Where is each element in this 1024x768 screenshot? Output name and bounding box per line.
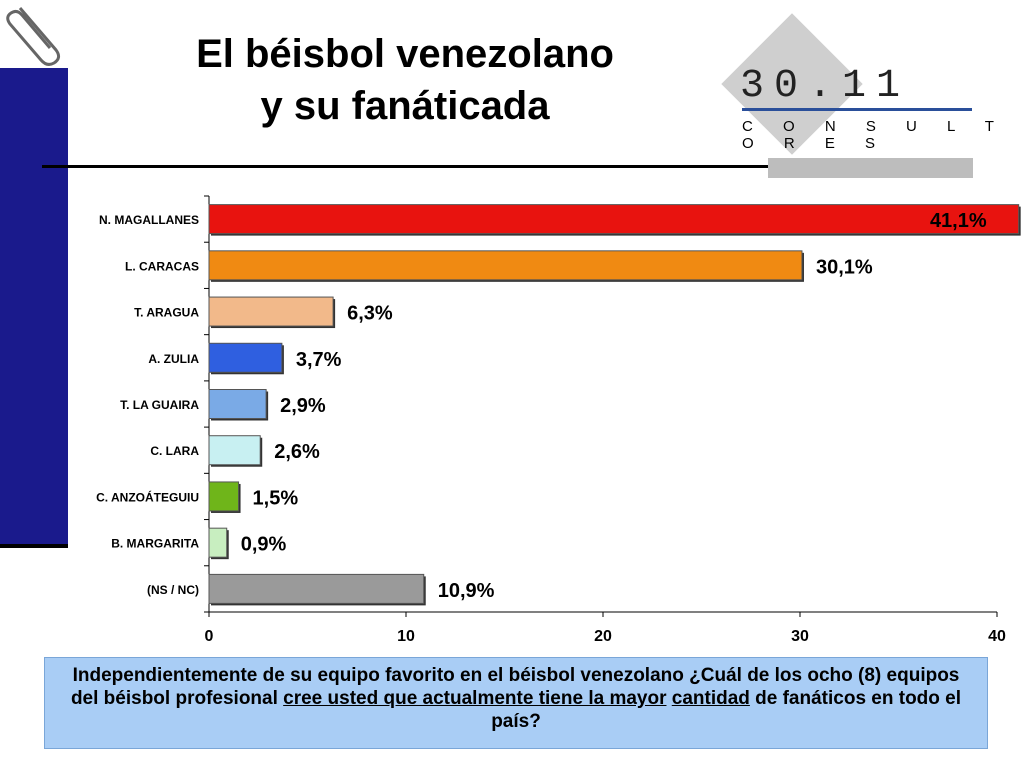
question-text-1: Independientemente de su equipo favorito… [70,665,960,709]
category-label: C. ANZOÁTEGUIU [96,489,199,504]
title-line-2: y su fanáticada [260,84,550,128]
category-label: T. LA GUAIRA [120,398,199,412]
bar [208,204,1020,235]
bar [208,296,334,327]
category-label: T. ARAGUA [134,306,199,320]
logo-subtitle: C O N S U L T O R E S [742,118,1007,152]
question-text-2: de fanáticos en todo el país? [491,688,962,732]
bar-chart: 0 10 20 30 40 N. MAGALLANES 41,1% L. CARACAS 30,… [96,195,1021,645]
question-underlined-1: cree usted que actualmente tiene la mayo… [283,688,667,709]
category-label: A. ZULIA [148,352,199,366]
x-tick-label: 30 [791,628,809,645]
data-label: 1,5% [253,487,299,509]
data-label: 6,3% [347,303,393,325]
bar [208,389,267,419]
paperclip-icon [0,0,68,68]
logo-number: 30.11 [740,64,911,109]
data-label: 10,9% [438,580,495,602]
left-accent-bar [0,68,68,548]
data-label: 2,6% [274,441,320,463]
category-label: (NS / NC) [147,583,199,597]
category-label: C. LARA [150,444,199,458]
title-divider [42,165,972,168]
bar [208,342,283,373]
data-label: 3,7% [296,349,342,371]
category-label: B. MARGARITA [111,537,199,551]
category-label: L. CARACAS [125,259,199,273]
x-tick-label: 10 [397,628,415,645]
data-label: 2,9% [280,395,326,417]
logo-gray-bar [768,158,973,178]
data-label: 30,1% [816,256,873,278]
bar [208,573,425,604]
bar [208,250,803,281]
survey-question: Independientemente de su equipo favorito… [44,657,988,749]
category-label: N. MAGALLANES [99,213,199,227]
page-title: El béisbol venezolano y su fanáticada [140,28,670,132]
bar [208,481,240,512]
question-underlined-2: cantidad [671,688,750,709]
x-tick-label: 20 [594,628,612,645]
x-tick-label: 40 [988,628,1006,645]
title-line-1: El béisbol venezolano [196,32,614,76]
logo-line [742,108,972,111]
bar [208,527,228,558]
bar [208,435,261,466]
data-label: 41,1% [930,210,987,232]
data-label: 0,9% [241,534,287,556]
x-tick-label: 0 [205,628,214,645]
